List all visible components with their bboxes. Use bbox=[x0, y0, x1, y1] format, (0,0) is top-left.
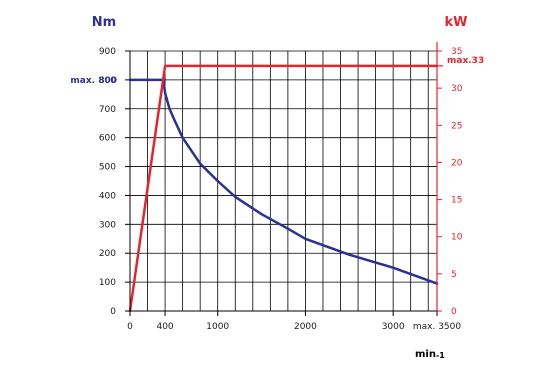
x-axis-tick-label: 0 bbox=[127, 322, 133, 332]
left-axis-tick-label: 0 bbox=[110, 307, 116, 317]
right-axis-title: kW bbox=[445, 15, 468, 30]
axes-layer bbox=[125, 42, 443, 316]
right-axis-tick-label: 0 bbox=[451, 307, 457, 317]
x-axis-title: min-1 bbox=[415, 349, 445, 360]
x-axis-tick-label: max. 3500 bbox=[413, 322, 462, 332]
series-line-power bbox=[128, 64, 439, 313]
x-axis-tick-label: 3000 bbox=[382, 322, 405, 332]
left-axis-tick-label: 400 bbox=[99, 191, 116, 201]
right-max-label: max.33 bbox=[447, 56, 484, 66]
right-axis-tick-label: 15 bbox=[451, 196, 462, 206]
left-max-label: max. 800 bbox=[70, 76, 117, 86]
right-axis-tick-label: 30 bbox=[451, 84, 463, 94]
x-axis-title-sup: -1 bbox=[436, 351, 445, 360]
series-layer bbox=[128, 64, 439, 313]
left-axis-tick-label: 700 bbox=[99, 105, 116, 115]
right-axis-tick-label: 20 bbox=[451, 158, 463, 168]
left-axis-tick-label: 500 bbox=[99, 163, 116, 173]
x-axis-tick-label: 1000 bbox=[206, 322, 229, 332]
right-axis-tick-label: 5 bbox=[451, 270, 457, 280]
series-line-torque bbox=[128, 78, 439, 285]
right-axis-tick-label: 25 bbox=[451, 121, 462, 131]
grid bbox=[129, 50, 437, 312]
left-axis-tick-label: 200 bbox=[99, 249, 116, 259]
left-axis-title: Nm bbox=[92, 15, 116, 30]
x-axis-tick-label: 400 bbox=[156, 322, 173, 332]
left-axis-tick-label: 600 bbox=[99, 134, 116, 144]
left-axis-tick-label: 800 bbox=[99, 76, 116, 86]
x-axis-title-main: min bbox=[415, 349, 436, 360]
right-axis-tick-label: 35 bbox=[451, 47, 462, 57]
x-axis-tick-label: 2000 bbox=[294, 322, 317, 332]
left-axis-tick-label: 900 bbox=[99, 47, 116, 57]
left-axis-tick-label: 300 bbox=[99, 220, 116, 230]
right-axis-tick-label: 10 bbox=[451, 233, 463, 243]
labels-layer: 0100200300400500600700800900051015202530… bbox=[99, 47, 463, 332]
left-axis-tick-label: 100 bbox=[99, 278, 116, 288]
